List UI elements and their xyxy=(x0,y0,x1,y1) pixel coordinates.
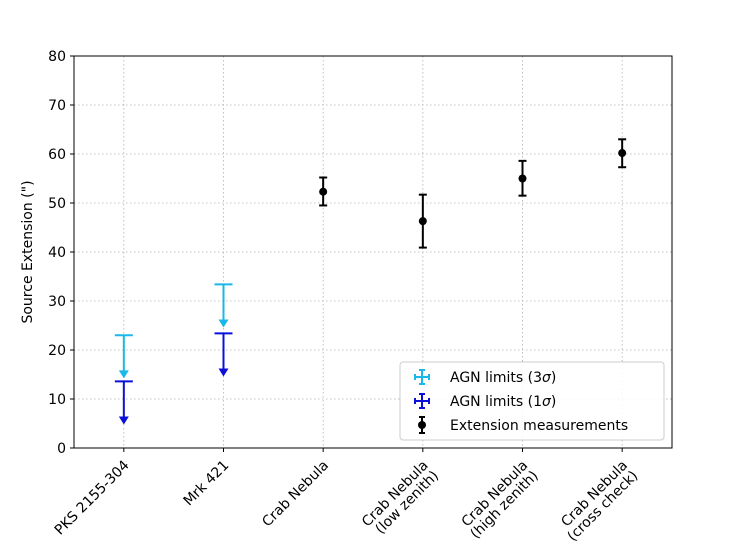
legend-label: AGN limits (3σ) xyxy=(450,370,556,386)
legend-label-main: AGN limits (3 xyxy=(450,370,542,386)
legend-label: Extension measurements xyxy=(450,418,628,434)
legend: AGN limits (3σ)AGN limits (1σ)Extension … xyxy=(399,361,665,441)
y-tick-label: 60 xyxy=(48,147,66,163)
grid xyxy=(74,55,672,449)
x-tick-label: Mrk 421 xyxy=(181,458,233,510)
y-tick-label: 20 xyxy=(48,343,66,359)
legend-label-symbol: σ xyxy=(542,370,552,386)
x-tick-label: PKS 2155-304 xyxy=(52,457,133,538)
y-tick-label: 50 xyxy=(48,196,66,212)
data-point xyxy=(618,149,627,158)
data-point xyxy=(518,174,527,183)
x-tick-label-line: Mrk 421 xyxy=(181,458,233,510)
x-tick-label-line: Crab Nebula xyxy=(259,458,332,531)
y-tick-label: 40 xyxy=(48,245,66,261)
x-tick-label: Crab Nebula(high zenith) xyxy=(457,458,542,543)
data-point xyxy=(319,187,328,196)
upper-limit-arrow xyxy=(218,368,229,377)
y-tick-label: 0 xyxy=(57,441,66,457)
y-tick-label: 70 xyxy=(48,98,66,114)
x-tick-label: Crab Nebula xyxy=(259,458,332,531)
legend-label-close: ) xyxy=(551,370,556,386)
data-point xyxy=(418,217,427,226)
legend-label-symbol: σ xyxy=(542,394,552,410)
legend-marker-point xyxy=(418,421,426,429)
upper-limit-arrow xyxy=(118,370,129,379)
legend-label: AGN limits (1σ) xyxy=(450,394,556,410)
legend-label-main: AGN limits (1 xyxy=(450,394,542,410)
x-tick-label-line: PKS 2155-304 xyxy=(52,457,133,538)
data-layer xyxy=(114,138,627,425)
axes: 0 10 20 30 40 50 60 70 80 PKS 2155-304 Mrk 421 Crab… xyxy=(48,49,641,545)
y-axis-label: Source Extension (") xyxy=(20,180,36,323)
upper-limit-arrow xyxy=(218,319,229,328)
y-tick-label: 80 xyxy=(48,49,66,65)
legend-box xyxy=(399,361,665,441)
y-tick-label: 10 xyxy=(48,392,66,408)
legend-label-close: ) xyxy=(551,394,556,410)
y-tick-label: 30 xyxy=(48,294,66,310)
legend-label-main: Extension measurements xyxy=(450,418,628,434)
x-tick-label: Crab Nebula(cross check) xyxy=(554,458,641,545)
x-tick-label: Crab Nebula(low zenith) xyxy=(359,458,442,541)
upper-limit-arrow xyxy=(118,416,129,425)
